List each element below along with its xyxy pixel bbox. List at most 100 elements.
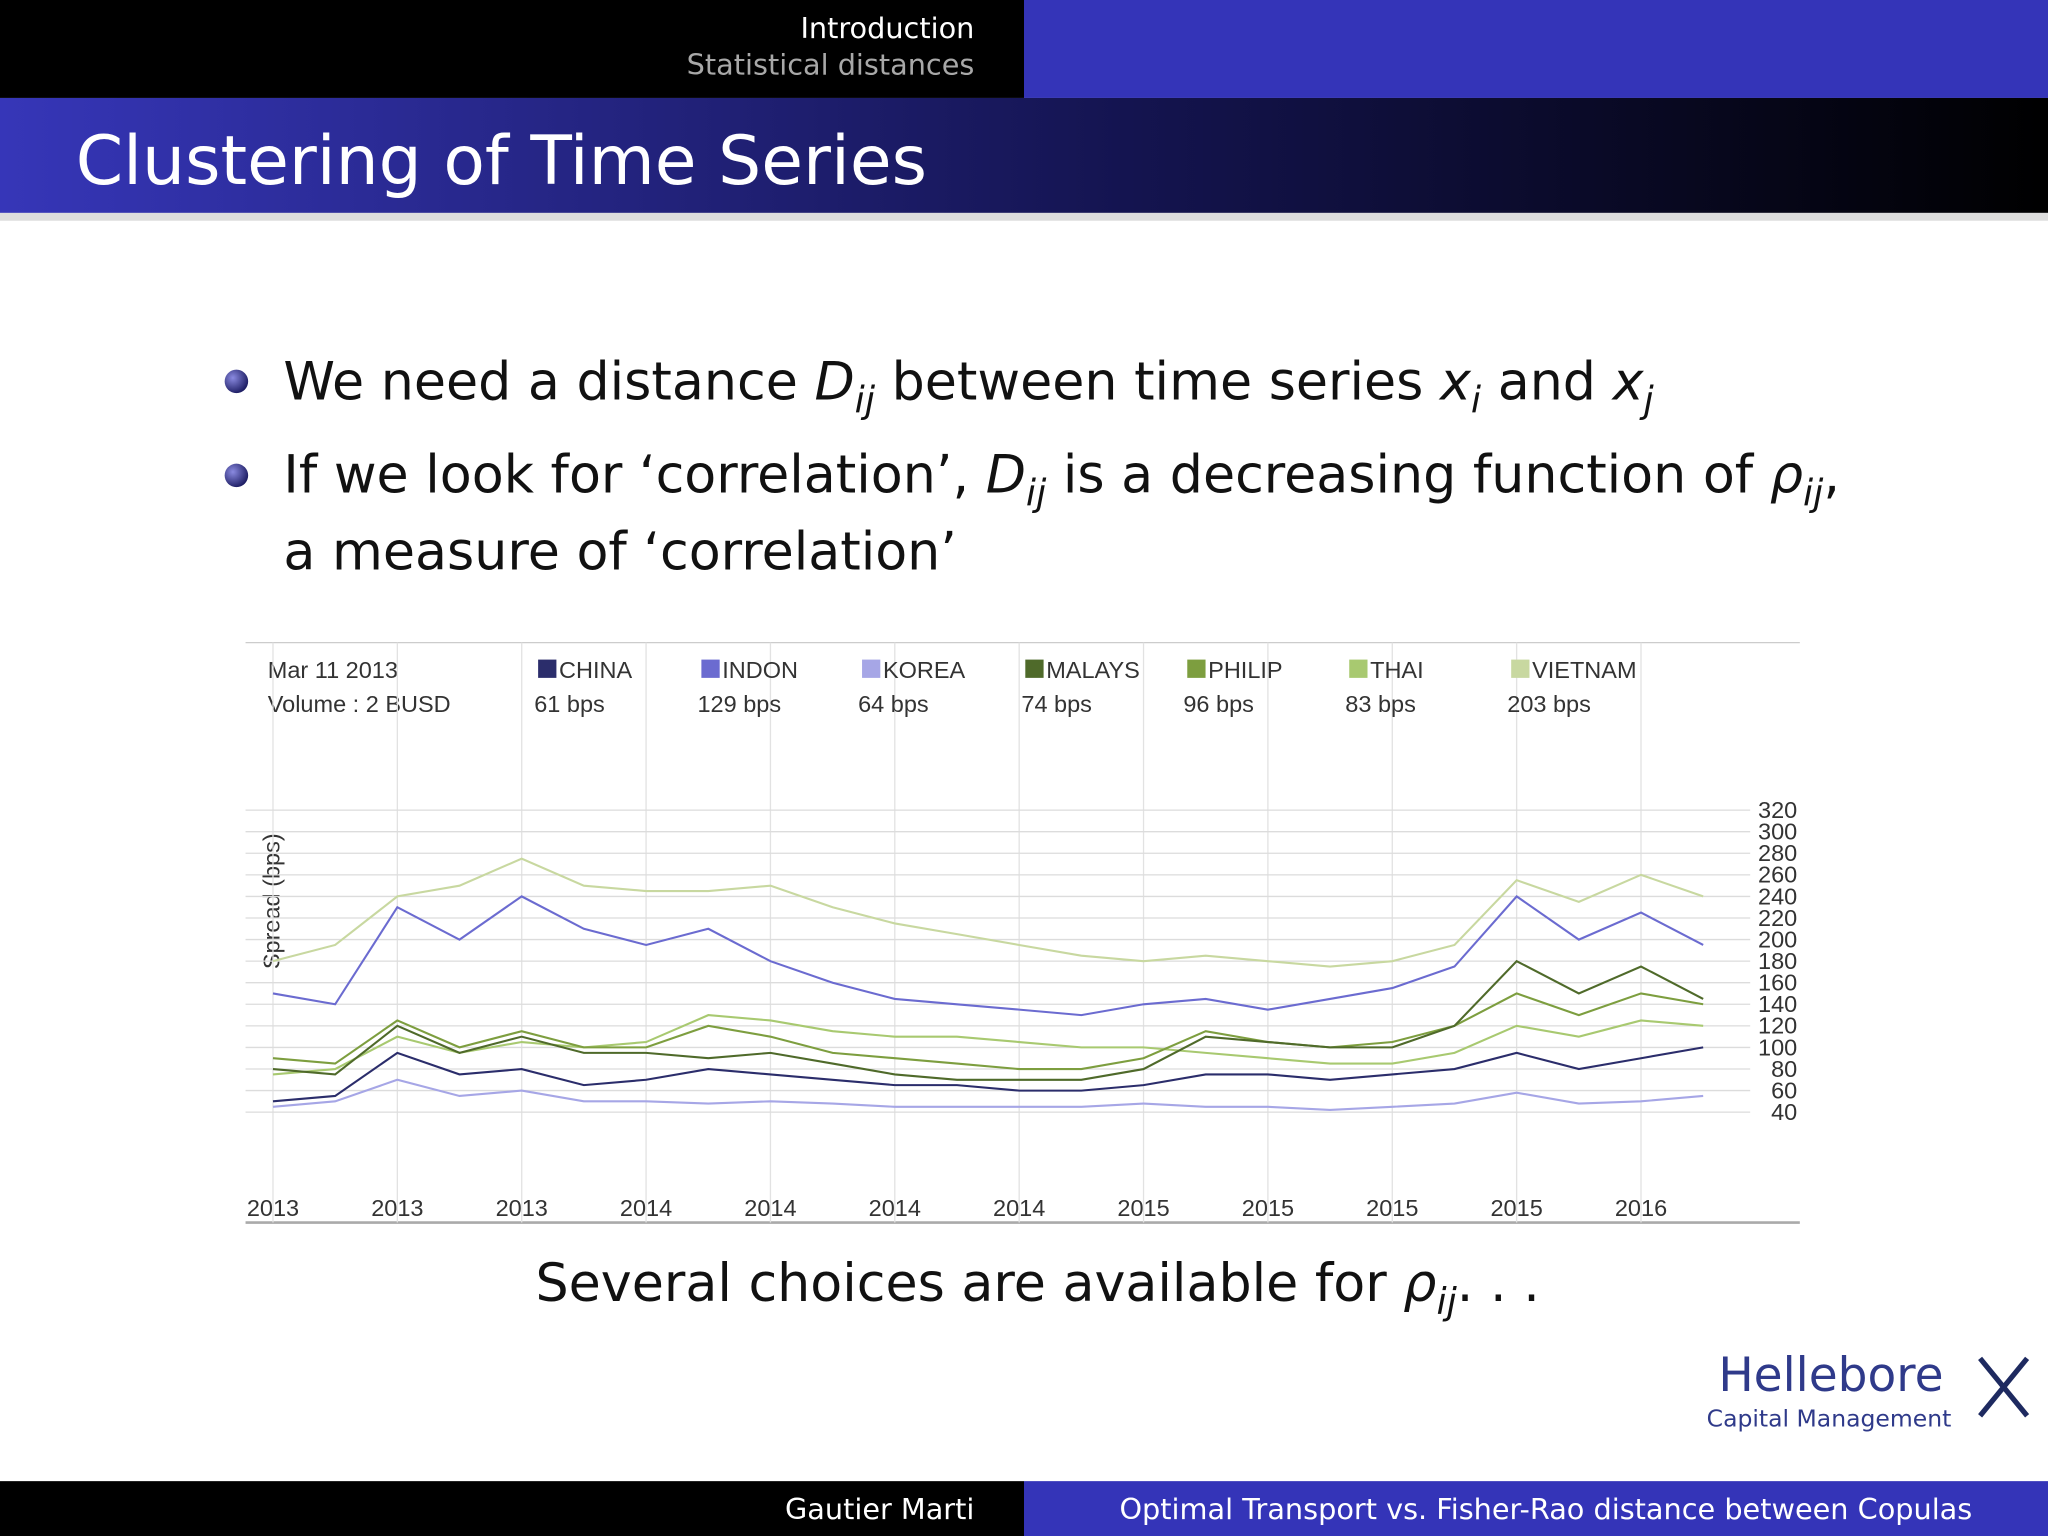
y-tick-label: 180: [1758, 948, 1797, 974]
y-tick-label: 120: [1758, 1013, 1797, 1039]
math: ρ: [1403, 1254, 1436, 1314]
footer-talk: Optimal Transport vs. Fisher-Rao distanc…: [1119, 1492, 1972, 1526]
text: . . .: [1457, 1254, 1540, 1314]
y-tick-label: 320: [1758, 797, 1797, 823]
volume: Volume : 2 BUSD: [268, 691, 451, 717]
x-tick-label: 2014: [993, 1195, 1045, 1221]
logo-tagline: Capital Management: [1707, 1404, 1952, 1432]
legend-reading: 96 bps: [1183, 691, 1254, 717]
series-line: [272, 1078, 1704, 1111]
legend-swatch: [1349, 659, 1368, 678]
series-line: [272, 1046, 1704, 1103]
footer-left: [0, 1481, 1024, 1536]
math: x: [1438, 353, 1472, 413]
x-tick-label: 2015: [1490, 1195, 1542, 1221]
legend-swatch: [862, 659, 881, 678]
date: Mar 11 2013: [268, 657, 398, 683]
legend-reading: 74 bps: [1021, 691, 1092, 717]
math-sub: ij: [1026, 471, 1047, 514]
legend-name: PHILIP: [1208, 657, 1282, 683]
series-line: [272, 857, 1704, 968]
section: Introduction: [800, 11, 974, 45]
math-sub: ij: [1436, 1280, 1457, 1323]
bullet: If we look for ‘correlation’, Dij is a d…: [283, 445, 1840, 514]
legend-reading: 83 bps: [1345, 691, 1416, 717]
math: D: [814, 353, 854, 413]
x-tick-label: 2013: [247, 1195, 299, 1221]
series-line: [272, 1014, 1704, 1076]
y-tick-label: 140: [1758, 991, 1797, 1017]
y-tick-label: 160: [1758, 970, 1797, 996]
legend-swatch: [538, 659, 557, 678]
math: ρ: [1770, 445, 1803, 505]
slide-title: Clustering of Time Series: [76, 122, 927, 201]
x-tick-label: 2014: [620, 1195, 672, 1221]
series-line: [272, 959, 1704, 1081]
bullet-cont: a measure of ‘correlation’: [283, 522, 956, 582]
math-sub: i: [1471, 379, 1481, 422]
text: Several choices are available for: [536, 1254, 1404, 1314]
text: If we look for ‘correlation’,: [283, 445, 985, 505]
text: and: [1481, 353, 1612, 413]
y-tick-label: 80: [1771, 1056, 1797, 1082]
footer-author: Gautier Marti: [785, 1492, 974, 1526]
x-tick-label: 2013: [371, 1195, 423, 1221]
x-tick-label: 2014: [869, 1195, 921, 1221]
legend-reading: 64 bps: [858, 691, 929, 717]
legend-name: VIETNAM: [1532, 657, 1636, 683]
legend-name: CHINA: [559, 657, 632, 683]
title-shadow: [0, 212, 2048, 221]
legend-name: KOREA: [883, 657, 966, 683]
math: x: [1611, 353, 1645, 413]
y-axis-label: Spread (bps): [259, 833, 285, 969]
legend-reading: 61 bps: [534, 691, 605, 717]
text: between time series: [875, 353, 1440, 413]
legend-swatch: [1187, 659, 1206, 678]
subsection: Statistical distances: [687, 47, 975, 81]
title-bar: [0, 97, 2048, 213]
legend-swatch: [701, 659, 720, 678]
y-tick-label: 240: [1758, 883, 1797, 909]
x-tick-label: 2015: [1366, 1195, 1418, 1221]
legend-swatch: [1511, 659, 1530, 678]
y-tick-label: 280: [1758, 840, 1797, 866]
legend-swatch: [1025, 659, 1044, 678]
bullet-dot: [224, 369, 249, 394]
legend-name: INDON: [722, 657, 798, 683]
x-tick-label: 2015: [1117, 1195, 1169, 1221]
y-tick-label: 220: [1758, 905, 1797, 931]
legend-reading: 203 bps: [1507, 691, 1591, 717]
school-emblem: [1978, 1356, 2030, 1418]
header-left: [0, 0, 1024, 98]
x-tick-label: 2014: [744, 1195, 796, 1221]
y-tick-label: 300: [1758, 819, 1797, 845]
legend-name: THAI: [1370, 657, 1424, 683]
legend-name: MALAYS: [1046, 657, 1140, 683]
x-tick-label: 2013: [496, 1195, 548, 1221]
caption: Several choices are available for ρij. .…: [536, 1254, 1540, 1323]
bullet: We need a distance Dij between time seri…: [283, 353, 1654, 422]
x-tick-label: 2015: [1242, 1195, 1294, 1221]
footer-right: [1024, 1481, 2048, 1536]
y-tick-label: 100: [1758, 1034, 1797, 1060]
math-sub: ij: [1803, 471, 1824, 514]
text: We need a distance: [283, 353, 814, 413]
header-right: [1024, 0, 2048, 98]
chart: Mar 11 2013 Volume : 2 BUSD Spread (bps)…: [245, 641, 1800, 1224]
series-line: [272, 992, 1704, 1071]
y-tick-label: 40: [1771, 1099, 1797, 1125]
y-tick-label: 200: [1758, 926, 1797, 952]
x-tick-label: 2016: [1615, 1195, 1667, 1221]
text: is a decreasing function of: [1046, 445, 1770, 505]
math: D: [986, 445, 1026, 505]
math-sub: ij: [855, 379, 876, 422]
y-tick-label: 260: [1758, 862, 1797, 888]
y-tick-label: 60: [1771, 1077, 1797, 1103]
legend-reading: 129 bps: [697, 691, 781, 717]
math-sub: j: [1639, 379, 1655, 422]
text: ,: [1823, 445, 1840, 505]
logo-name: Hellebore: [1718, 1348, 1943, 1403]
bullet-dot: [224, 463, 249, 488]
series-line: [272, 895, 1704, 1017]
